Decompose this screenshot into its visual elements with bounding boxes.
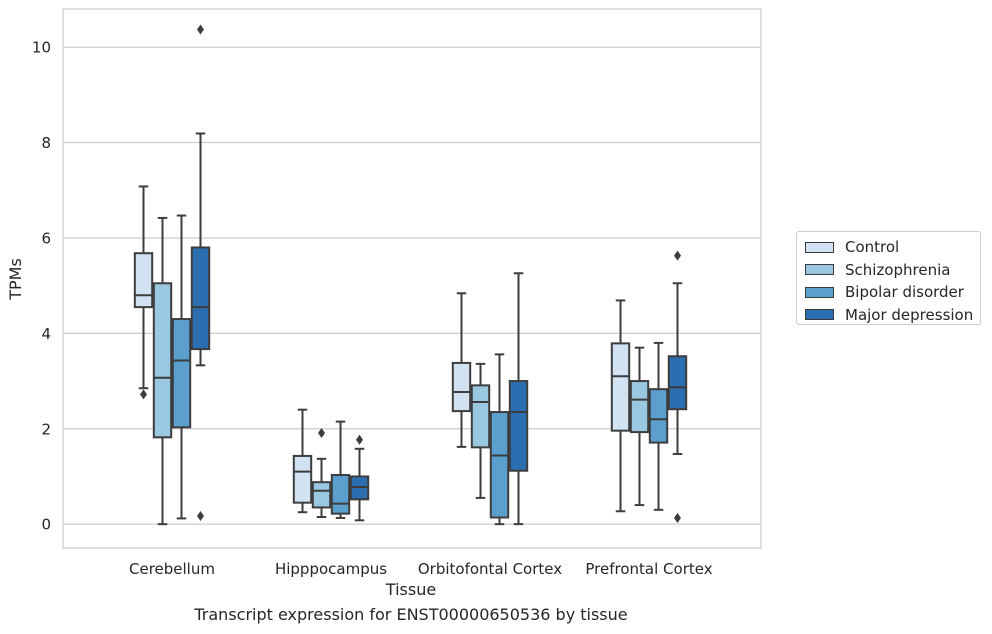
box-series (133, 24, 688, 526)
box-iqr (648, 388, 669, 444)
y-tick-label: 8 (41, 134, 51, 152)
outlier-point (197, 511, 204, 522)
y-tick-label: 10 (32, 39, 51, 57)
legend-label: Bipolar disorder (845, 283, 964, 302)
x-tick-label: Prefrontal Cortex (585, 560, 712, 578)
box-iqr (451, 361, 472, 413)
x-axis-label: Tissue (385, 580, 436, 599)
box-schizophrenia (629, 346, 650, 507)
x-tick-label: Orbitofontal Cortex (418, 560, 562, 578)
plot-frame (62, 8, 762, 549)
box-iqr (171, 318, 192, 429)
box-iqr (190, 246, 211, 351)
outlier-point (140, 389, 147, 400)
y-tick-label: 6 (41, 229, 51, 247)
legend-swatch (805, 241, 834, 253)
box-major-depression (349, 434, 370, 522)
box-iqr (152, 282, 173, 439)
box-major-depression (667, 250, 688, 523)
legend-item-control: Control (805, 236, 980, 259)
y-tick-labels: 0 2 4 6 8 10 (32, 39, 51, 534)
x-tick-label: Hipppocampus (275, 560, 387, 578)
legend-label: Control (845, 238, 900, 257)
outlier-point (674, 250, 681, 261)
box-schizophrenia (470, 362, 491, 499)
y-axis-label: TPMs (6, 258, 25, 301)
legend: Control Schizophrenia Bipolar disorder M… (796, 231, 981, 325)
box-iqr (292, 454, 313, 504)
legend-item-schizophrenia: Schizophrenia (805, 259, 980, 282)
box-control (292, 408, 313, 514)
box-bipolar-disorder (489, 353, 510, 526)
box-iqr (133, 252, 154, 309)
box-major-depression (508, 272, 529, 526)
legend-item-bipolar-disorder: Bipolar disorder (805, 281, 980, 304)
x-tick-labels: Cerebellum Hipppocampus Orbitofontal Corte… (129, 560, 713, 578)
legend-swatch (805, 264, 834, 276)
y-tick-label: 4 (41, 325, 51, 343)
box-bipolar-disorder (330, 420, 351, 519)
y-tick-label: 2 (41, 420, 51, 438)
box-iqr (610, 342, 631, 432)
legend-label: Major depression (845, 305, 974, 324)
box-bipolar-disorder (171, 214, 192, 520)
outlier-point (197, 24, 204, 35)
box-schizophrenia (152, 216, 173, 526)
box-iqr (489, 411, 510, 519)
box-iqr (508, 380, 529, 472)
box-schizophrenia (311, 428, 332, 518)
box-iqr (311, 481, 332, 509)
legend-label: Schizophrenia (845, 260, 951, 279)
box-control (610, 299, 631, 513)
x-tick-label: Cerebellum (129, 560, 215, 578)
box-iqr (629, 380, 650, 434)
box-iqr (330, 474, 351, 515)
box-control (133, 185, 154, 400)
legend-swatch (805, 309, 834, 321)
y-tick-label: 0 (41, 516, 51, 534)
box-iqr (667, 355, 688, 411)
outlier-point (318, 428, 325, 439)
outlier-point (674, 512, 681, 523)
legend-item-major-depression: Major depression (805, 304, 980, 327)
box-iqr (470, 384, 491, 449)
box-bipolar-disorder (648, 341, 669, 511)
legend-swatch (805, 286, 834, 298)
box-control (451, 292, 472, 448)
box-major-depression (190, 24, 211, 522)
outlier-point (356, 434, 363, 445)
chart-caption: Transcript expression for ENST0000065053… (194, 605, 628, 624)
